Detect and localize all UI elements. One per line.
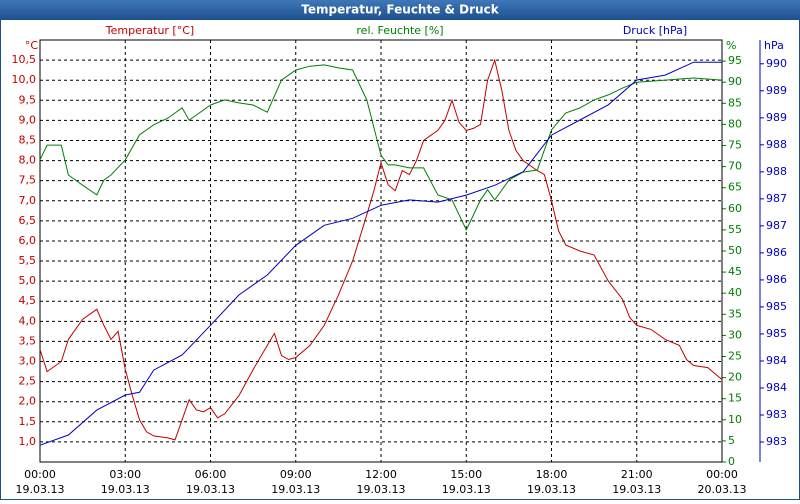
- x-tick-date: 19.03.13: [357, 483, 406, 496]
- legend-label: rel. Feuchte [%]: [356, 24, 443, 37]
- y2-tick-label: 95: [728, 54, 742, 67]
- x-tick-label: 00:00: [24, 468, 56, 481]
- y2-unit: %: [726, 39, 736, 52]
- y-tick-label: 5,0: [19, 274, 37, 287]
- y2-tick-label: 15: [728, 392, 742, 405]
- y-tick-label: 4,5: [19, 294, 37, 307]
- y-tick-label: 3,0: [19, 355, 37, 368]
- y2-tick-label: 45: [728, 265, 742, 278]
- x-tick-date: 19.03.13: [442, 483, 491, 496]
- y3-tick-label: 989: [766, 111, 787, 124]
- y2-tick-label: 85: [728, 96, 742, 109]
- x-tick-label: 03:00: [109, 468, 141, 481]
- y3-tick-label: 983: [766, 435, 787, 448]
- title-bar: [0, 0, 800, 20]
- chart-title: Temperatur, Feuchte & Druck: [301, 3, 499, 17]
- x-tick-label: 00:00: [706, 468, 738, 481]
- x-tick-date: 19.03.13: [612, 483, 661, 496]
- plot-border: [39, 39, 723, 463]
- y2-tick-label: 90: [728, 75, 742, 88]
- y-tick-label: 7,5: [19, 174, 37, 187]
- series-line: [39, 58, 723, 441]
- y-tick-label: 1,5: [19, 415, 37, 428]
- y3-tick-label: 990: [766, 57, 787, 70]
- y3-unit: hPa: [764, 39, 784, 52]
- y-tick-label: 3,5: [19, 334, 37, 347]
- y-tick-label: 9,5: [19, 93, 37, 106]
- x-tick-label: 18:00: [536, 468, 568, 481]
- y-tick-label: 10,5: [12, 53, 37, 66]
- x-tick-label: 06:00: [195, 468, 227, 481]
- y-unit: °C: [25, 39, 39, 52]
- x-tick-date: 19.03.13: [16, 483, 65, 496]
- y3-tick-label: 989: [766, 84, 787, 97]
- y2-tick-label: 50: [728, 244, 742, 257]
- y-tick-label: 4,0: [19, 314, 37, 327]
- x-tick-date: 19.03.13: [186, 483, 235, 496]
- y3-tick-label: 983: [766, 408, 787, 421]
- x-tick-date: 19.03.13: [101, 483, 150, 496]
- y2-tick-label: 25: [728, 350, 742, 363]
- y2-tick-label: 75: [728, 139, 742, 152]
- y2-tick-label: 35: [728, 307, 742, 320]
- y3-tick-label: 984: [766, 354, 787, 367]
- y-tick-label: 7,0: [19, 194, 37, 207]
- x-tick-date: 19.03.13: [271, 483, 320, 496]
- x-tick-label: 15:00: [450, 468, 482, 481]
- y3-tick-label: 985: [766, 327, 787, 340]
- y2-tick-label: 10: [728, 413, 742, 426]
- y-tick-label: 8,0: [19, 154, 37, 167]
- y-tick-label: 2,5: [19, 375, 37, 388]
- y-tick-label: 6,5: [19, 214, 37, 227]
- y2-tick-label: 60: [728, 202, 742, 215]
- y2-tick-label: 0: [728, 455, 735, 468]
- y2-tick-label: 20: [728, 371, 742, 384]
- x-tick-label: 09:00: [280, 468, 312, 481]
- x-tick-label: 12:00: [365, 468, 397, 481]
- y2-tick-label: 40: [728, 286, 742, 299]
- x-tick-date: 19.03.13: [527, 483, 576, 496]
- series-line: [39, 64, 723, 232]
- legend-label: Temperatur [°C]: [105, 24, 194, 37]
- x-tick-date: 20.03.13: [698, 483, 747, 496]
- y-tick-label: 2,0: [19, 395, 37, 408]
- y2-tick-label: 30: [728, 328, 742, 341]
- y-tick-label: 8,5: [19, 133, 37, 146]
- y3-tick-label: 988: [766, 138, 787, 151]
- y2-tick-label: 55: [728, 223, 742, 236]
- y3-tick-label: 987: [766, 192, 787, 205]
- y3-tick-label: 986: [766, 273, 787, 286]
- y-tick-label: 10,0: [12, 73, 37, 86]
- y3-tick-label: 985: [766, 300, 787, 313]
- y3-tick-label: 988: [766, 165, 787, 178]
- y-tick-label: 1,0: [19, 435, 37, 448]
- y2-tick-label: 80: [728, 117, 742, 130]
- y-tick-label: 9,0: [19, 113, 37, 126]
- y2-tick-label: 70: [728, 160, 742, 173]
- series-line: [39, 61, 722, 446]
- legend-label: Druck [hPa]: [623, 24, 687, 37]
- y2-tick-label: 5: [728, 434, 735, 447]
- x-tick-label: 21:00: [621, 468, 653, 481]
- y-tick-label: 6,0: [19, 234, 37, 247]
- y3-tick-label: 987: [766, 219, 787, 232]
- y-tick-label: 5,5: [19, 254, 37, 267]
- y3-tick-label: 986: [766, 246, 787, 259]
- y3-tick-label: 984: [766, 381, 787, 394]
- y2-tick-label: 65: [728, 181, 742, 194]
